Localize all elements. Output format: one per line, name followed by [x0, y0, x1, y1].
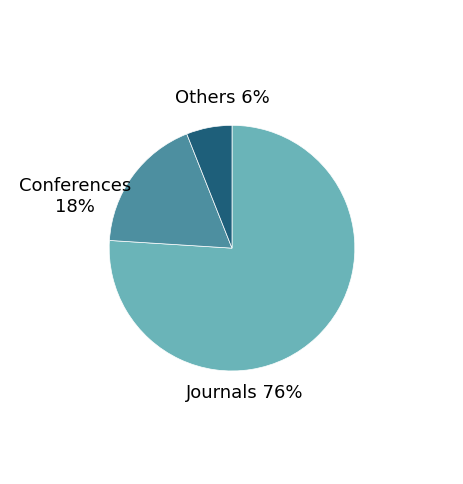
Wedge shape	[187, 125, 232, 248]
Text: Others 6%: Others 6%	[175, 89, 269, 107]
Wedge shape	[109, 125, 354, 371]
Text: Journals 76%: Journals 76%	[185, 384, 302, 402]
Wedge shape	[109, 134, 232, 248]
Text: Conferences
18%: Conferences 18%	[19, 177, 131, 216]
